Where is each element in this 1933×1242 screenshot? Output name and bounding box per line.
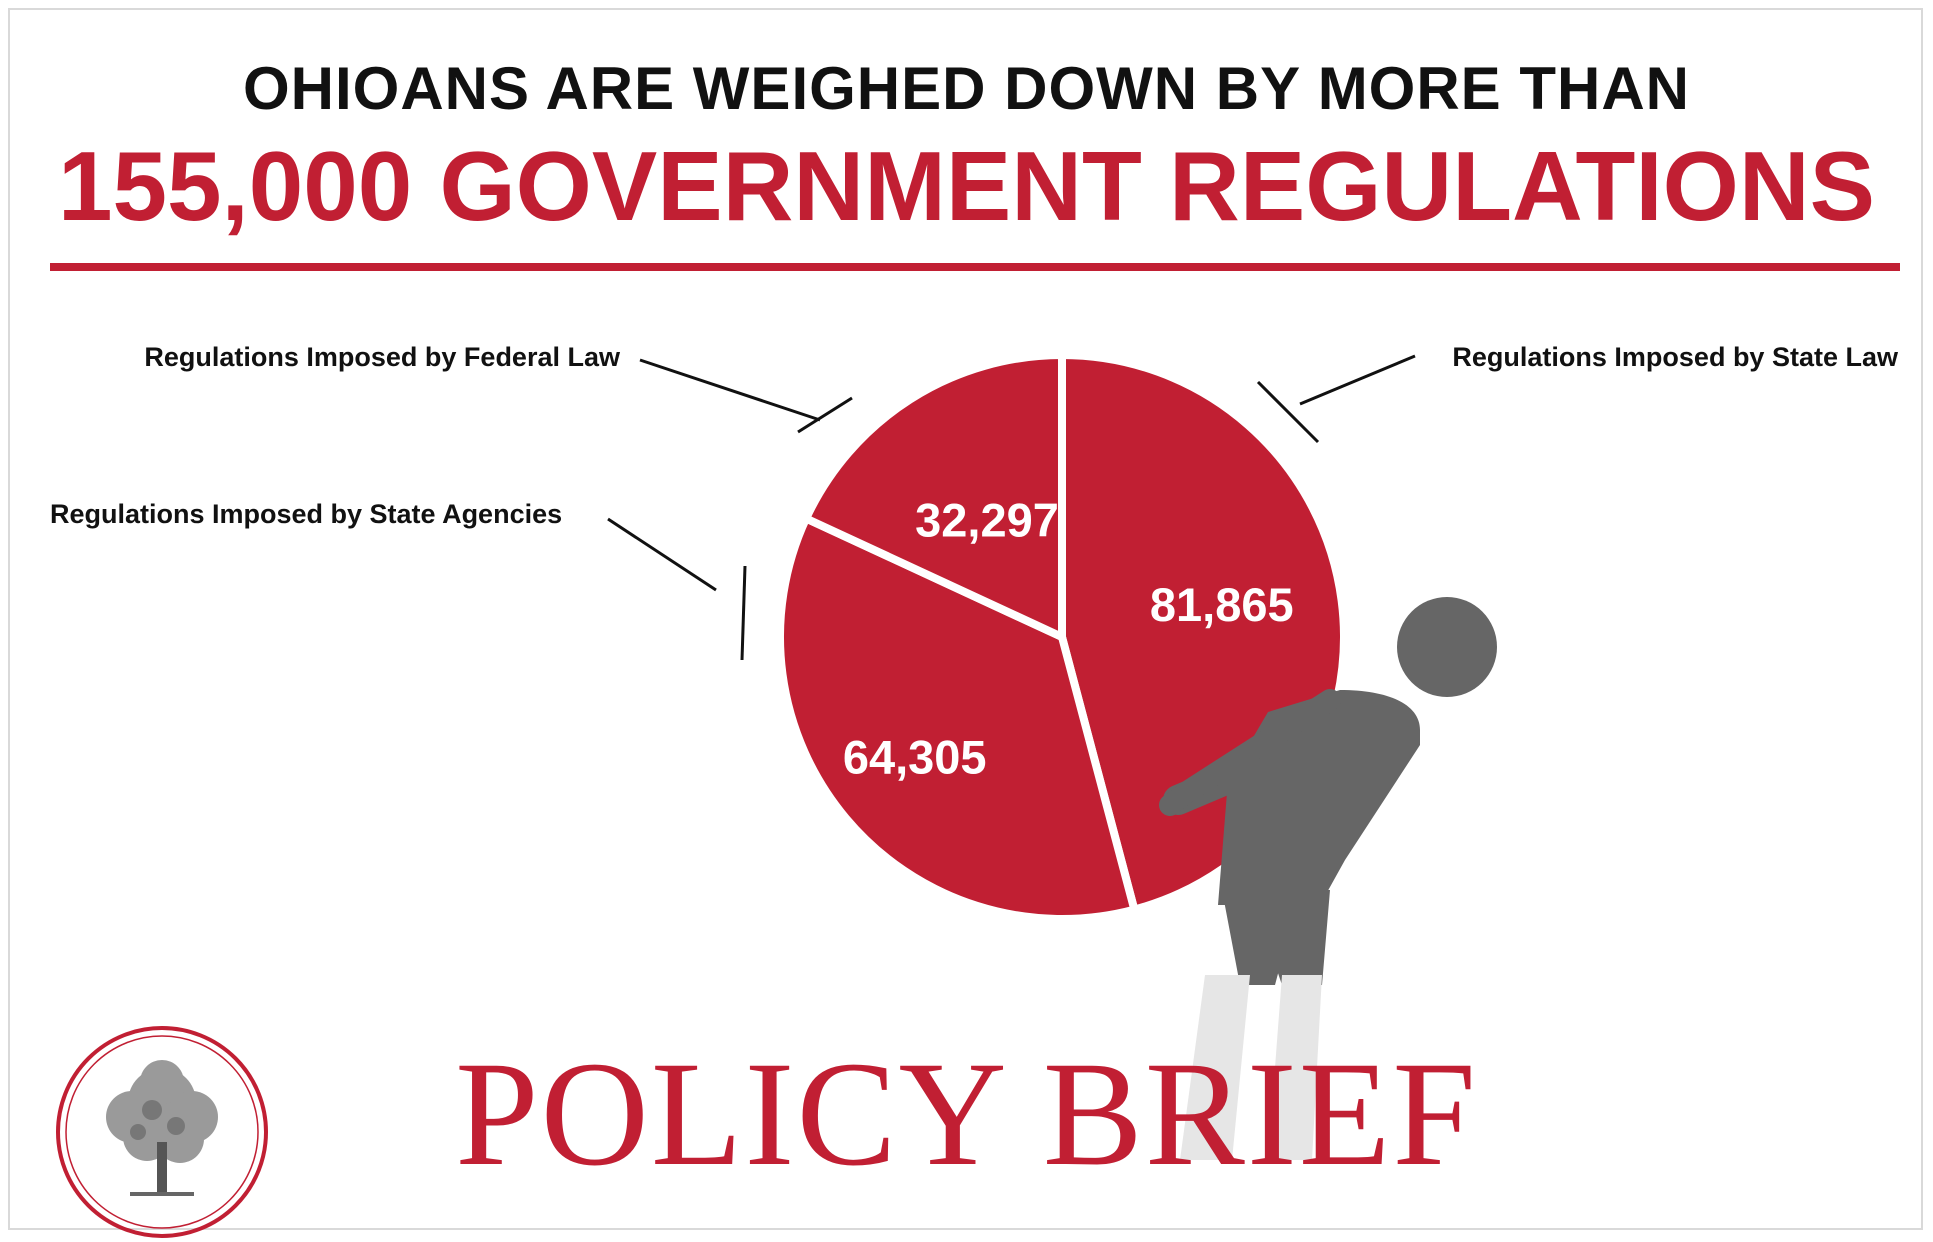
policy-brief-wordmark: POLICY BRIEF: [455, 1031, 1478, 1197]
pie-value-label-2: 32,297: [915, 493, 1059, 546]
figure-head: [1397, 597, 1497, 697]
tree-seal-icon: [56, 1026, 268, 1238]
pie-callout-line-2: [639, 358, 821, 422]
pie-callout-bracket-2: [797, 396, 853, 434]
header-divider: [50, 263, 1900, 271]
pie-slice-1: [776, 514, 1139, 923]
pie-slice-2: [802, 351, 1066, 641]
pie-callout-label-1: Regulations Imposed by State Agencies: [50, 499, 562, 529]
figure-lower-legs: [1180, 975, 1322, 1160]
pie-callout-line-1: [607, 517, 717, 592]
page-border: [8, 8, 1923, 1230]
pie-callout-bracket-1: [740, 565, 747, 661]
pie-callout-line-0: [1299, 354, 1416, 406]
pie-value-labels: 81,865 64,305 32,297: [843, 493, 1294, 783]
pie-callout-label-0: Regulations Imposed by State Law: [1452, 342, 1899, 372]
figure-upper-legs: [1222, 890, 1330, 985]
pie-value-label-1: 64,305: [843, 731, 987, 784]
pie-value-label-0: 81,865: [1150, 578, 1294, 631]
pie-callout-bracket-0: [1256, 380, 1320, 444]
pie-callout-label-2: Regulations Imposed by Federal Law: [144, 342, 621, 372]
burdened-person-icon: [1159, 597, 1497, 1160]
figure-arm-shape: [1159, 689, 1341, 816]
headline-line-1: OHIOANS ARE WEIGHED DOWN BY MORE THAN: [242, 55, 1691, 122]
pie-callouts: Regulations Imposed by State Law Regulati…: [50, 342, 1899, 661]
headline-line-2: 155,000 GOVERNMENT REGULATIONS: [57, 131, 1876, 241]
